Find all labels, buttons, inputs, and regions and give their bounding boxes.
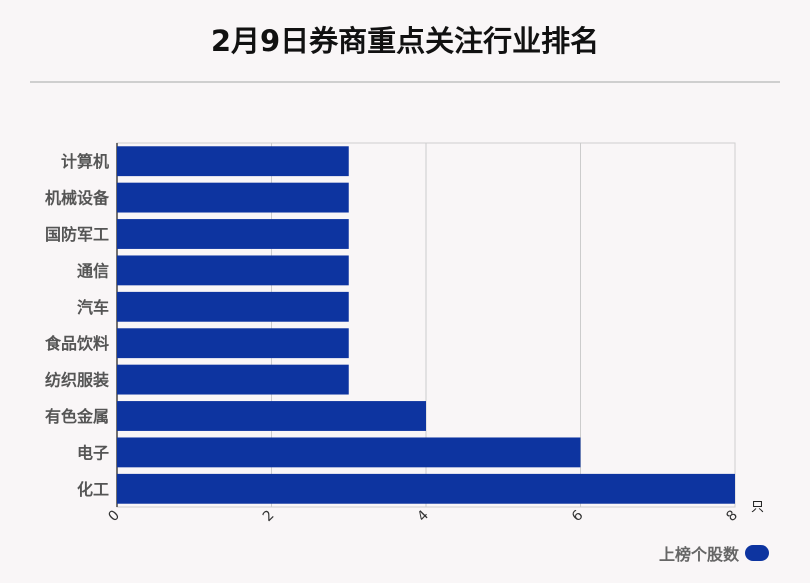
title-divider [30, 81, 780, 83]
category-label: 机械设备 [45, 189, 110, 208]
category-label: 电子 [77, 443, 109, 462]
bar [117, 219, 349, 249]
x-tick-label: 4 [414, 507, 432, 525]
category-label: 纺织服装 [45, 371, 109, 390]
x-tick-labels: 0 2 4 6 8 [105, 507, 741, 525]
bar [117, 291, 349, 322]
legend-swatch [745, 545, 769, 561]
legend-label: 上榜个股数 [658, 545, 739, 564]
category-label: 食品饮料 [44, 334, 109, 353]
bar [117, 364, 349, 395]
bar [117, 473, 735, 504]
chart-title: 2月9日券商重点关注行业排名 [210, 24, 600, 58]
bar [117, 437, 581, 468]
category-label: 汽车 [77, 298, 109, 317]
bar [117, 401, 426, 431]
category-label: 国防军工 [45, 225, 109, 244]
x-tick-label: 0 [105, 507, 123, 525]
bar [117, 182, 349, 213]
category-label: 计算机 [61, 152, 109, 171]
x-tick-label: 8 [723, 507, 741, 525]
legend: 上榜个股数 [659, 541, 769, 565]
x-unit-label: 只 [751, 500, 764, 515]
bar [117, 146, 349, 177]
bar [117, 255, 349, 286]
category-label: 通信 [77, 261, 109, 280]
bars [117, 146, 735, 504]
x-tick-label: 6 [569, 507, 587, 525]
category-label: 化工 [77, 480, 109, 499]
category-label: 有色金属 [45, 407, 109, 426]
x-tick-label: 2 [260, 507, 278, 525]
bar [117, 328, 349, 359]
